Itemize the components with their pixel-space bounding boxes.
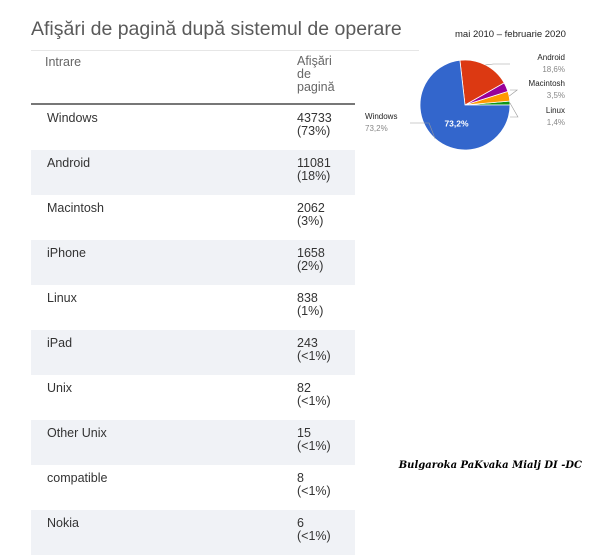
table-row: iPhone 1658 (2%): [31, 240, 355, 285]
pie-callout-line-linux: [509, 102, 519, 118]
pie-label-macintosh: Macintosh: [529, 79, 565, 88]
pageviews-percent: (73%): [297, 124, 331, 138]
pageviews-count: 43733: [297, 111, 332, 125]
pageviews-count: 838: [297, 291, 318, 305]
views-header-line-3: pagină: [297, 80, 335, 94]
pageviews-count: 11081: [297, 156, 331, 170]
os-name-cell: iPad: [31, 330, 297, 375]
pageviews-count: 8: [297, 471, 304, 485]
pie-value-windows: 73,2%: [365, 124, 388, 133]
pie-slice-windows[interactable]: [419, 59, 511, 151]
pageviews-count: 243: [297, 336, 318, 350]
pie-value-android: 18,6%: [542, 65, 565, 74]
pageviews-cell: 6 (<1%): [297, 510, 355, 555]
pageviews-percent: (<1%): [297, 529, 331, 543]
pageviews-percent: (<1%): [297, 439, 331, 453]
pageviews-count: 2062: [297, 201, 325, 215]
pie-callout-line-windows: [410, 122, 436, 139]
views-header-line-2: de: [297, 67, 311, 81]
pageviews-cell: 82 (<1%): [297, 375, 355, 420]
table-row: Macintosh 2062 (3%): [31, 195, 355, 240]
pageviews-count: 82: [297, 381, 311, 395]
pie-slice-android[interactable]: [459, 59, 505, 106]
table-body: Windows 43733 (73%) Android 11081 (18%) Macint…: [31, 104, 355, 555]
column-header-entry[interactable]: Intrare: [31, 55, 297, 105]
os-name-cell: Windows: [47, 111, 98, 125]
pageviews-cell: 243 (<1%): [297, 330, 355, 375]
table-row: compatible 8 (<1%): [31, 465, 355, 510]
table-row: Windows 43733 (73%): [31, 104, 355, 150]
os-name-cell: Linux: [47, 291, 77, 305]
os-name-cell: iPhone: [31, 240, 297, 285]
table-row: iPad 243 (<1%): [31, 330, 355, 375]
pie-chart-svg: 73,2% Windows 73,2% Android 18,6% Macintosh 3,…: [365, 53, 565, 151]
os-name-cell: Other Unix: [31, 420, 297, 465]
author-signature: Bulgaroka PaKvaka Mialj DI -DC: [398, 460, 582, 471]
os-pageviews-table: Intrare Afişări de pagină Windows 43733 (73%…: [31, 55, 355, 555]
pageviews-count: 15: [297, 426, 311, 440]
pageviews-percent: (<1%): [297, 349, 331, 363]
table-row: Nokia 6 (<1%): [31, 510, 355, 555]
pageviews-percent: (<1%): [297, 394, 331, 408]
pie-callout-line-android: [485, 63, 510, 66]
table-row: Android 11081 (18%): [31, 150, 355, 195]
pageviews-percent: (1%): [297, 304, 324, 318]
os-name-cell: Unix: [47, 381, 73, 395]
os-name-cell: compatible: [47, 471, 108, 485]
pageviews-cell: 1658 (2%): [297, 240, 355, 285]
pageviews-cell: 15 (<1%): [297, 420, 355, 465]
table-row: Other Unix 15 (<1%): [31, 420, 355, 465]
pageviews-cell: 838 (1%): [297, 285, 355, 330]
pageviews-percent: (2%): [297, 259, 324, 273]
views-header-line-1: Afişări: [297, 54, 332, 68]
pageviews-cell: 11081 (18%): [297, 150, 355, 195]
pie-callout-line-macintosh: [508, 89, 519, 97]
pageviews-count: 6: [297, 516, 304, 530]
page-title: Afişări de pagină după sistemul de opera…: [31, 18, 402, 40]
pie-value-linux: 1,4%: [547, 118, 565, 127]
table-row: Linux 838 (1%): [31, 285, 355, 330]
pie-label-android: Android: [537, 53, 565, 62]
pageviews-percent: (18%): [297, 169, 331, 183]
table-header-row: Intrare Afişări de pagină: [31, 54, 355, 105]
chart-period: mai 2010 – februarie 2020: [455, 29, 566, 40]
pie-label-linux: Linux: [546, 106, 565, 115]
pageviews-cell: 2062 (3%): [297, 195, 355, 240]
pageviews-cell: 8 (<1%): [297, 465, 355, 510]
pie-label-windows: Windows: [365, 112, 397, 121]
os-name-cell: Android: [31, 150, 297, 195]
pie-inside-label-windows: 73,2%: [444, 118, 469, 128]
column-header-views[interactable]: Afişări de pagină: [297, 54, 355, 105]
pageviews-percent: (<1%): [297, 484, 331, 498]
pageviews-cell: 43733 (73%): [297, 104, 355, 150]
os-name-cell: Macintosh: [47, 201, 104, 215]
pageviews-percent: (3%): [297, 214, 324, 228]
pie-value-macintosh: 3,5%: [547, 91, 565, 100]
os-name-cell: Nokia: [31, 510, 297, 555]
table-row: Unix 82 (<1%): [31, 375, 355, 420]
os-share-pie-chart: 73,2% Windows 73,2% Android 18,6% Macintosh 3,…: [355, 45, 608, 165]
title-divider: [31, 50, 419, 51]
pageviews-count: 1658: [297, 246, 325, 260]
